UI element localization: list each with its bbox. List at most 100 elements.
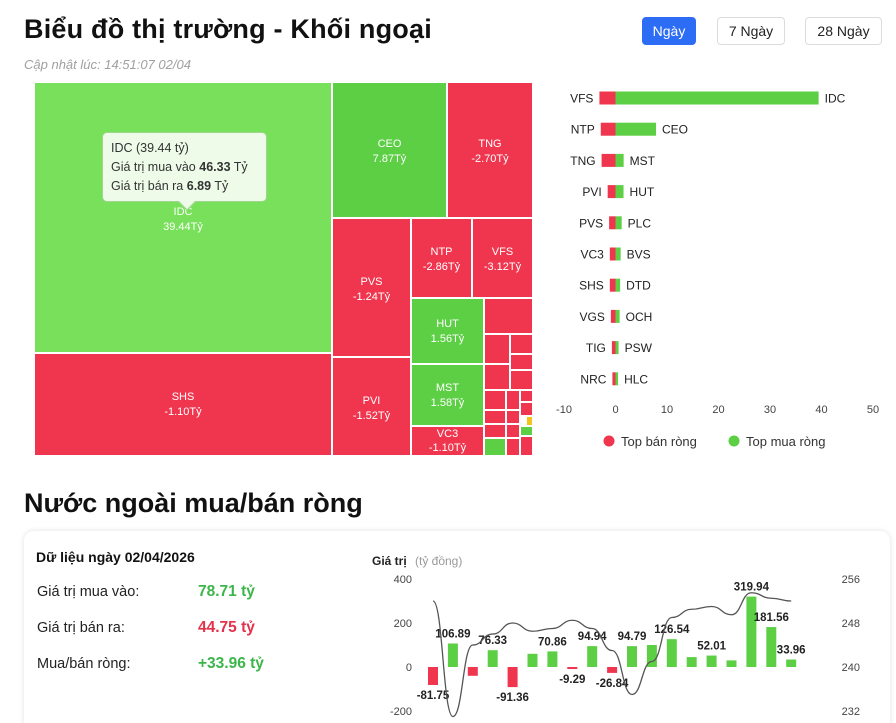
treemap-cell-small[interactable] bbox=[506, 410, 520, 424]
treemap-cell-small[interactable] bbox=[484, 334, 510, 364]
net-bar[interactable] bbox=[428, 667, 438, 685]
treemap-code: HUT bbox=[436, 318, 459, 330]
net-bar[interactable] bbox=[567, 667, 578, 670]
treemap-value: -1.52Tỷ bbox=[352, 410, 391, 422]
treemap-cell-small[interactable] bbox=[520, 390, 533, 402]
x-tick-label: 0 bbox=[612, 404, 618, 416]
sell-bar[interactable] bbox=[612, 372, 616, 386]
range-28-day-button[interactable]: 28 Ngày bbox=[805, 17, 882, 45]
legend-sell-label[interactable]: Top bán ròng bbox=[621, 434, 697, 449]
sell-bar[interactable] bbox=[599, 91, 616, 105]
treemap-cell-small[interactable] bbox=[506, 390, 520, 410]
buy-bar[interactable] bbox=[615, 247, 621, 261]
treemap-cell-small[interactable] bbox=[520, 436, 533, 456]
sell-value: 44.75 tỷ bbox=[198, 619, 255, 636]
treemap-cell-ntp[interactable]: NTP -2.86Tỷ bbox=[411, 218, 472, 298]
treemap-code: NTP bbox=[430, 246, 453, 258]
treemap-cell-pvs[interactable]: PVS -1.24Tỷ bbox=[332, 218, 411, 357]
buy-bar[interactable] bbox=[615, 122, 657, 136]
treemap-cell-small[interactable] bbox=[484, 424, 506, 438]
net-bar[interactable] bbox=[786, 659, 797, 667]
treemap-cell-pvi[interactable]: PVI -1.52Tỷ bbox=[332, 357, 411, 456]
net-bar[interactable] bbox=[487, 650, 498, 667]
range-day-button[interactable]: Ngày bbox=[642, 17, 696, 45]
buy-bar[interactable] bbox=[615, 341, 619, 355]
y2-tick-label: 256 bbox=[842, 574, 860, 586]
legend-buy-label[interactable]: Top mua ròng bbox=[746, 434, 826, 449]
treemap-cell-vc3[interactable]: VC3 -1.10Tỷ bbox=[411, 426, 484, 456]
treemap-cell-small[interactable] bbox=[484, 364, 510, 390]
buy-code-label: MST bbox=[630, 154, 656, 168]
sell-bar[interactable] bbox=[601, 153, 616, 167]
treemap-cell-small[interactable] bbox=[510, 334, 533, 354]
treemap-cell-small[interactable] bbox=[506, 424, 520, 438]
buy-bar[interactable] bbox=[615, 309, 620, 323]
treemap-cell-small[interactable] bbox=[510, 354, 533, 370]
treemap-cell-small[interactable] bbox=[484, 410, 506, 424]
net-bar[interactable] bbox=[746, 596, 757, 667]
treemap-cell-small[interactable] bbox=[520, 426, 533, 436]
buy-bar[interactable] bbox=[615, 185, 624, 199]
treemap-code: CEO bbox=[377, 138, 402, 150]
treemap-cell-small[interactable] bbox=[484, 438, 506, 456]
buy-bar[interactable] bbox=[615, 278, 621, 292]
treemap-cell-small[interactable] bbox=[510, 370, 533, 390]
net-history-chart: Giá trị (tỷ đồng) -200 0 200 400 232 240 248 256 -… bbox=[372, 554, 860, 718]
y2-tick-label: 248 bbox=[842, 618, 860, 630]
sell-bar[interactable] bbox=[611, 341, 616, 355]
treemap-cell-hut[interactable]: HUT 1.56Tỷ bbox=[411, 298, 484, 364]
net-bar[interactable] bbox=[766, 627, 777, 667]
bar-value-label: -91.36 bbox=[496, 692, 529, 704]
y2-tick-label: 232 bbox=[842, 706, 860, 718]
net-bar[interactable] bbox=[706, 655, 717, 667]
treemap-cell-ceo[interactable]: CEO 7.87Tỷ bbox=[332, 82, 447, 218]
net-bar[interactable] bbox=[527, 653, 538, 667]
buy-value-label: Giá trị mua vào: bbox=[37, 584, 140, 600]
foreign-treemap: IDC 39.44Tỷ CEO 7.87Tỷ TNG -2.70Tỷ PVS -… bbox=[34, 82, 533, 456]
net-bar[interactable] bbox=[547, 651, 558, 667]
net-bar[interactable] bbox=[726, 660, 737, 667]
sell-bar[interactable] bbox=[607, 185, 616, 199]
buy-code-label: DTD bbox=[626, 279, 651, 293]
treemap-code: PVS bbox=[360, 276, 383, 288]
x-tick-label: 10 bbox=[661, 404, 673, 416]
treemap-code: VC3 bbox=[436, 428, 459, 440]
treemap-cell-small[interactable] bbox=[520, 402, 533, 416]
net-bar[interactable] bbox=[587, 646, 598, 667]
legend-sell-swatch bbox=[603, 435, 615, 447]
treemap-cell-small[interactable] bbox=[526, 416, 533, 426]
buy-bar[interactable] bbox=[615, 153, 624, 167]
net-bar[interactable] bbox=[627, 646, 637, 667]
range-7-day-button[interactable]: 7 Ngày bbox=[717, 17, 785, 45]
net-bar[interactable] bbox=[646, 645, 657, 667]
net-bar[interactable] bbox=[686, 657, 697, 667]
sell-bar[interactable] bbox=[609, 278, 616, 292]
treemap-value: -3.12Tỷ bbox=[483, 261, 522, 273]
tooltip-title: IDC (39.44 tỷ) bbox=[111, 141, 189, 155]
buy-bar[interactable] bbox=[615, 372, 619, 386]
net-bar[interactable] bbox=[607, 667, 618, 673]
treemap-cell-small[interactable] bbox=[484, 298, 533, 334]
net-bar[interactable] bbox=[467, 667, 478, 676]
buy-bar[interactable] bbox=[615, 91, 819, 105]
treemap-cell-vfs[interactable]: VFS -3.12Tỷ bbox=[472, 218, 533, 298]
treemap-cell-idc[interactable]: IDC 39.44Tỷ bbox=[34, 82, 332, 353]
sell-code-label: NTP bbox=[571, 123, 595, 137]
y-tick-label: 400 bbox=[394, 574, 412, 586]
treemap-cell-shs[interactable]: SHS -1.10Tỷ bbox=[34, 353, 332, 456]
bar-value-label: 181.56 bbox=[754, 612, 789, 624]
net-bar[interactable] bbox=[447, 643, 458, 667]
treemap-cell-small[interactable] bbox=[484, 390, 506, 410]
sell-code-label: NRC bbox=[580, 372, 606, 386]
treemap-cell-small[interactable] bbox=[506, 438, 520, 456]
sell-bar[interactable] bbox=[600, 122, 616, 136]
treemap-code: TNG bbox=[478, 138, 502, 150]
sell-bar[interactable] bbox=[609, 247, 616, 261]
buy-bar[interactable] bbox=[615, 216, 622, 230]
treemap-cell-tng[interactable]: TNG -2.70Tỷ bbox=[447, 82, 533, 218]
net-bar[interactable] bbox=[666, 639, 677, 667]
net-bar[interactable] bbox=[507, 667, 518, 688]
treemap-cell-mst[interactable]: MST 1.58Tỷ bbox=[411, 364, 484, 426]
sell-bar[interactable] bbox=[609, 216, 616, 230]
sell-bar[interactable] bbox=[610, 309, 616, 323]
